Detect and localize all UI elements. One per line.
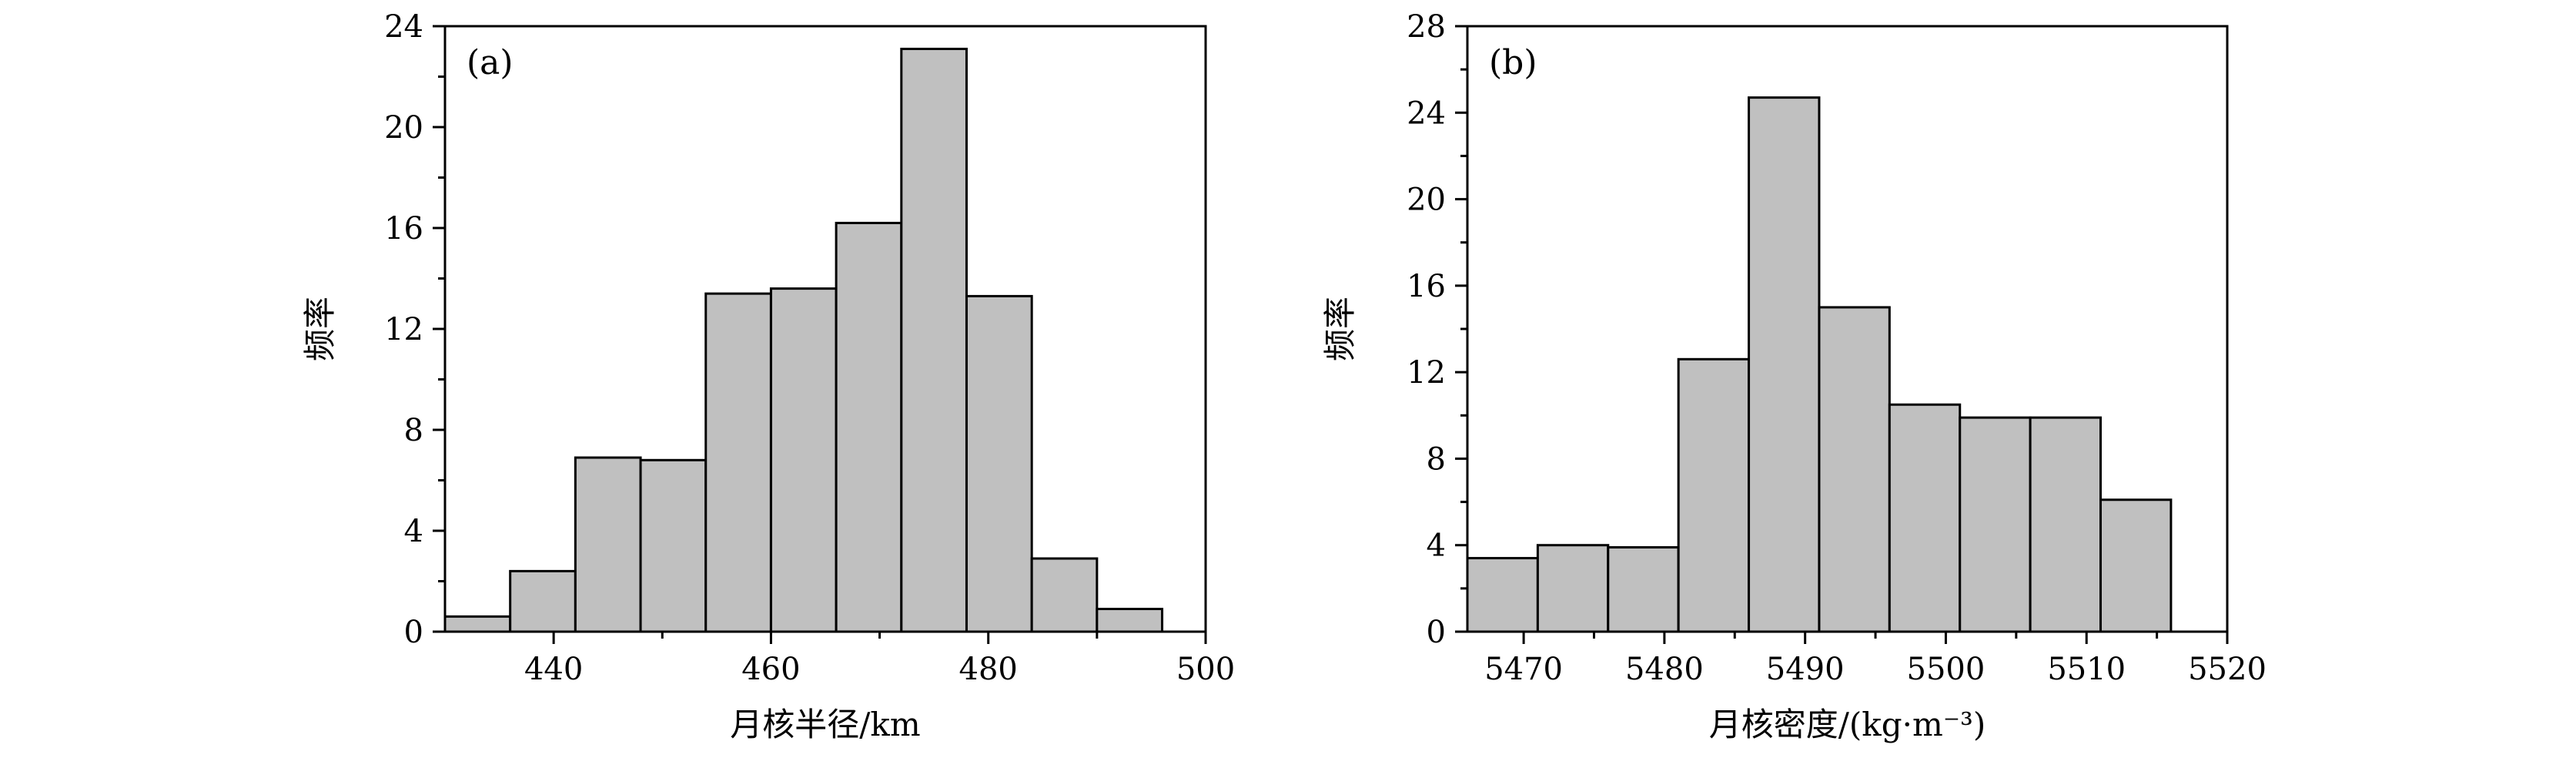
histogram-bar xyxy=(1888,403,1962,633)
histogram-bar xyxy=(1536,544,1610,633)
histogram-panel-a: 0 4 8 12 16 20 24 440 460 480 500 (a) 月核半径/km 频率 xyxy=(301,9,1235,743)
y-tick-label: 24 xyxy=(384,9,423,45)
histogram-bar xyxy=(704,292,772,633)
x-tick-label: 440 xyxy=(524,652,583,687)
y-tick-label: 8 xyxy=(404,413,423,448)
histogram-bar xyxy=(574,456,642,633)
histogram-bar xyxy=(1959,416,2032,633)
histogram-bar xyxy=(2029,416,2102,633)
x-tick-label: 480 xyxy=(959,652,1018,687)
y-tick-label: 4 xyxy=(404,514,423,549)
y-tick-label: 28 xyxy=(1407,9,1446,45)
y-tick-label: 20 xyxy=(384,110,423,146)
histogram-bar xyxy=(1677,357,1751,633)
x-tick-label: 5480 xyxy=(1625,652,1704,687)
y-tick-label: 24 xyxy=(1407,96,1446,131)
y-tick-label: 16 xyxy=(1407,269,1446,304)
y-tick-label: 20 xyxy=(1407,183,1446,218)
x-tick-label: 500 xyxy=(1176,652,1235,687)
histogram-bar xyxy=(1607,546,1680,633)
histogram-bar xyxy=(1030,557,1099,633)
histogram-bar xyxy=(1818,306,1891,633)
histogram-bar xyxy=(965,294,1033,633)
x-tick-label: 5500 xyxy=(1907,652,1986,687)
x-tick-label: 5470 xyxy=(1484,652,1563,687)
histogram-bar xyxy=(769,287,838,633)
y-axis-label: 频率 xyxy=(301,297,339,361)
y-tick-label: 16 xyxy=(384,211,423,247)
histogram-bar xyxy=(639,458,708,633)
x-axis-label: 月核密度/(kg·m⁻³) xyxy=(1709,706,1986,743)
y-tick-label: 0 xyxy=(404,615,423,650)
y-tick-label: 12 xyxy=(384,312,423,347)
y-tick-label: 4 xyxy=(1427,528,1446,564)
panel-label: (b) xyxy=(1489,43,1537,82)
histogram-bar xyxy=(835,221,903,633)
histogram-bar xyxy=(1466,557,1539,633)
histogram-bar xyxy=(900,47,968,633)
y-tick-label: 0 xyxy=(1427,615,1446,650)
x-tick-label: 460 xyxy=(741,652,800,687)
histogram-bar xyxy=(1096,608,1164,633)
histogram-bar xyxy=(1748,96,1821,633)
histogram-bar xyxy=(509,569,577,633)
histogram-bar xyxy=(2099,498,2173,633)
histogram-panel-b: 0 4 8 12 16 20 24 28 5470 5480 5490 5500 5510 5520 (b)… xyxy=(1321,9,2267,743)
x-tick-label: 5510 xyxy=(2047,652,2126,687)
x-tick-label: 5490 xyxy=(1766,652,1845,687)
histogram-bar xyxy=(443,615,512,633)
y-tick-label: 12 xyxy=(1407,355,1446,391)
panel-label: (a) xyxy=(467,43,514,82)
y-axis-label: 频率 xyxy=(1321,297,1359,361)
x-axis-label: 月核半径/km xyxy=(730,706,920,743)
x-tick-label: 5520 xyxy=(2188,652,2267,687)
y-tick-label: 8 xyxy=(1427,441,1446,477)
